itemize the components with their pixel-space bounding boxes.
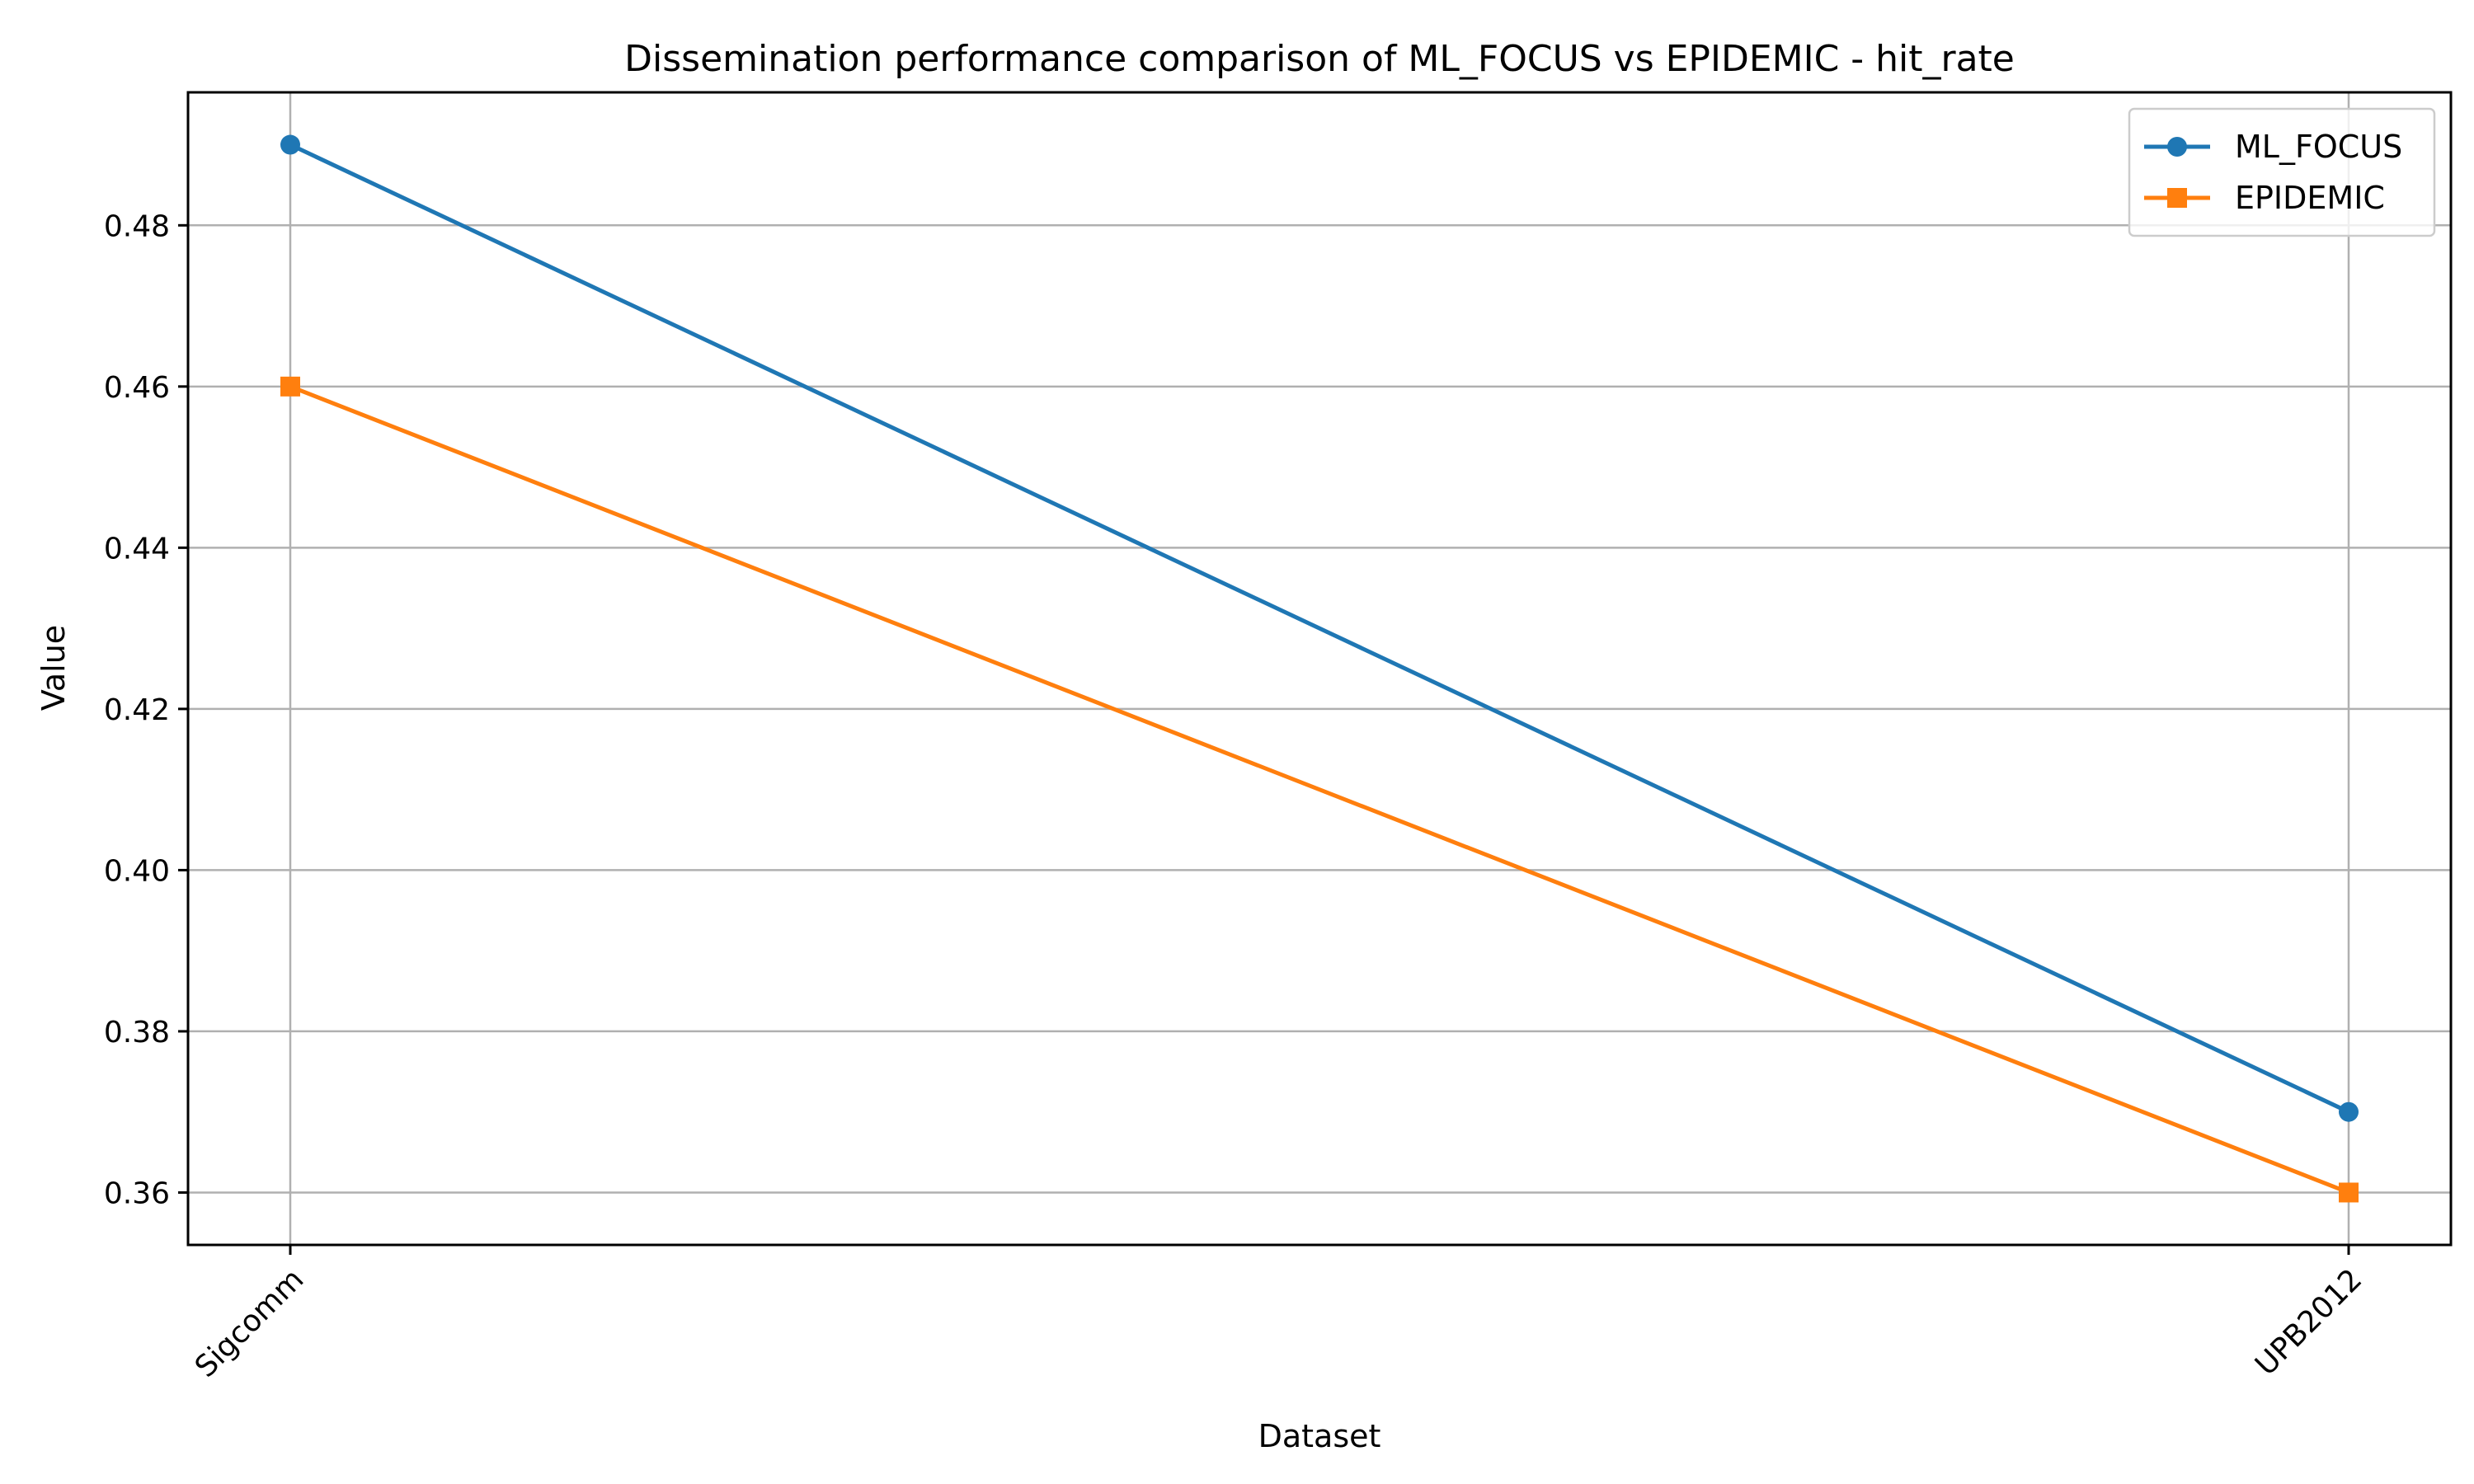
plot-frame — [186, 91, 2453, 1247]
legend-entry: ML_FOCUS — [2144, 129, 2402, 165]
series-layer — [280, 134, 2359, 1203]
legend-marker-square — [2167, 188, 2187, 208]
data-point-circle — [2339, 1101, 2359, 1122]
data-point-square — [280, 376, 300, 397]
y-tick-label: 0.44 — [104, 532, 170, 566]
x-axis-label: Dataset — [1258, 1418, 1381, 1454]
legend-box — [2128, 107, 2436, 237]
data-point-square — [2339, 1182, 2359, 1203]
series-line — [289, 384, 2349, 1195]
series-epidemic — [280, 376, 2359, 1203]
y-tick-label: 0.48 — [104, 209, 170, 243]
legend-label: ML_FOCUS — [2235, 129, 2402, 165]
y-tick-label: 0.38 — [104, 1016, 170, 1050]
y-tick-label: 0.36 — [104, 1176, 170, 1210]
y-tick-label: 0.42 — [104, 693, 170, 727]
series-line — [289, 143, 2350, 1114]
y-tick-label: 0.40 — [104, 854, 170, 888]
series-ml-focus — [280, 134, 2359, 1122]
legend-entry: EPIDEMIC — [2144, 180, 2385, 216]
data-point-circle — [280, 134, 300, 155]
legend-label: EPIDEMIC — [2235, 180, 2385, 216]
grid-lines — [188, 92, 2451, 1245]
legend-marker-circle — [2167, 137, 2187, 157]
y-tick-label: 0.46 — [104, 371, 170, 405]
chart-title: Dissemination performance comparison of … — [624, 38, 2015, 80]
legend: ML_FOCUS EPIDEMIC — [2128, 107, 2436, 237]
y-axis-label: Value — [35, 625, 72, 711]
